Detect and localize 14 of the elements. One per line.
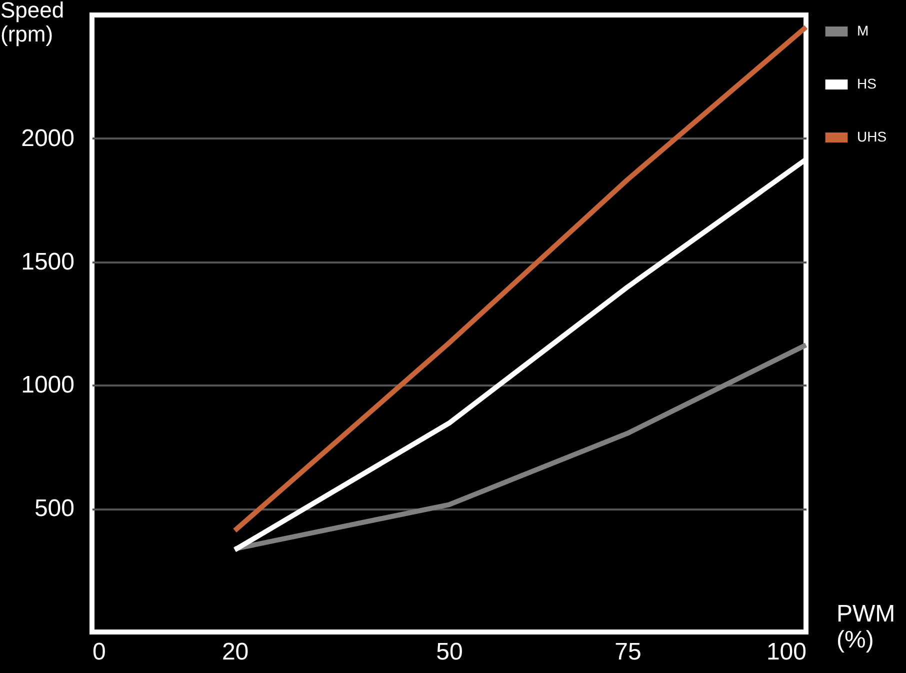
x-axis-title: PWM (%) <box>836 600 896 654</box>
legend-label: M <box>857 22 869 38</box>
y-tick-label: 2000 <box>21 124 74 152</box>
x-tick-label: 50 <box>436 638 463 666</box>
x-tick-label: 100 <box>766 638 806 666</box>
y-tick-label: 500 <box>34 495 74 522</box>
x-tick-label: 75 <box>614 638 642 666</box>
legend-label: UHS <box>857 128 887 144</box>
y-tick-label: 1500 <box>21 248 74 276</box>
y-tick-label: 1000 <box>21 372 74 399</box>
x-tick-label: 0 <box>92 638 106 666</box>
legend-label: HS <box>857 76 876 92</box>
x-tick-label: 20 <box>222 638 249 666</box>
y-axis-title: Speed (rpm) <box>0 0 64 46</box>
